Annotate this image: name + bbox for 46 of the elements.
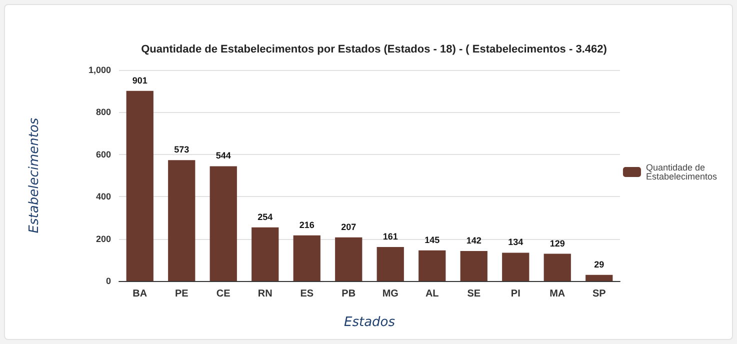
x-tick-label: CE (216, 288, 231, 300)
bar (293, 235, 320, 281)
data-label: 207 (341, 222, 356, 232)
legend-label: Quantidade de Estabelecimentos (646, 162, 718, 182)
x-tick-label: PE (174, 288, 189, 300)
y-tick-label: 800 (96, 107, 111, 118)
x-tick-label: MA (550, 288, 566, 300)
bar (126, 90, 154, 281)
bar (210, 166, 237, 281)
x-tick-label: BA (132, 288, 148, 300)
data-label: 29 (594, 259, 604, 270)
y-tick-label: 200 (96, 234, 111, 244)
x-tick-label: SE (467, 288, 481, 300)
y-tick-label: 1,000 (88, 65, 111, 75)
x-axis-title: Estados (344, 315, 396, 330)
y-tick-label: 600 (96, 149, 111, 160)
data-label: 129 (550, 238, 565, 248)
x-tick-label: PB (342, 288, 356, 300)
bar (502, 252, 530, 281)
bar (544, 254, 571, 281)
y-tick-label: 0 (106, 276, 111, 286)
data-label: 573 (174, 144, 190, 155)
chart-title: Quantidade de Estabelecimentos por Estados (Estados - 18) - ( Estabelecimentos - 3.462) (141, 44, 608, 56)
x-tick-label: ES (300, 288, 314, 300)
x-tick-label: RN (258, 288, 272, 300)
bar (252, 227, 279, 281)
bar (460, 251, 488, 281)
data-label: 145 (424, 234, 440, 245)
x-tick-label: SP (592, 288, 606, 300)
data-label: 142 (466, 236, 482, 246)
data-label: 901 (132, 75, 148, 86)
bar (418, 250, 446, 281)
bar (335, 237, 362, 281)
bar (586, 274, 613, 281)
x-tick-label: AL (425, 288, 439, 300)
y-axis-title: Estabelecimentos (27, 118, 42, 234)
x-tick-label: PI (510, 288, 521, 300)
data-label: 544 (216, 150, 231, 161)
data-label: 161 (382, 232, 398, 242)
x-tick-label: MG (382, 288, 399, 300)
bar (376, 247, 404, 281)
data-label: 254 (258, 212, 273, 222)
data-label: 134 (508, 237, 524, 248)
bar (168, 160, 196, 281)
data-label: 216 (299, 220, 314, 230)
y-tick-label: 400 (96, 192, 111, 202)
